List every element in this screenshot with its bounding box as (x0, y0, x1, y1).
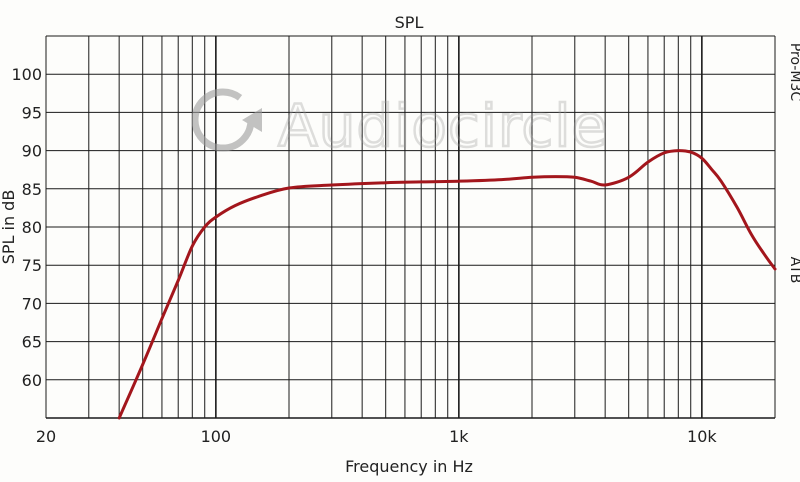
y-tick-label: 85 (22, 180, 42, 199)
y-tick-label: 100 (11, 65, 42, 84)
tick-labels: 60 65 70 75 80 85 90 95 100 20 100 1k 10k (11, 65, 717, 446)
y-tick-label: 60 (22, 371, 42, 390)
y-tick-label: 80 (22, 218, 42, 237)
x-tick-label: 100 (201, 427, 232, 446)
y-tick-label: 95 (22, 103, 42, 122)
y-tick-label: 75 (22, 256, 42, 275)
spl-curve (117, 149, 777, 420)
chart-title: SPL (395, 13, 424, 32)
y-tick-label: 65 (22, 333, 42, 352)
x-tick-label: 1k (449, 427, 469, 446)
x-axis-title: Frequency in Hz (345, 457, 473, 476)
model-label: Pro-M3C (787, 43, 800, 102)
y-tick-label: 90 (22, 142, 42, 161)
y-axis-title: SPL in dB (0, 190, 18, 265)
watermark-text: Audiocircle (278, 92, 608, 160)
watermark-play-icon (242, 108, 262, 132)
grid (45, 35, 776, 419)
brand-label: ATB (787, 257, 800, 284)
x-tick-label: 20 (36, 427, 56, 446)
x-tick-label: 10k (687, 427, 717, 446)
watermark-logo: Audiocircle (191, 88, 608, 161)
y-tick-label: 70 (22, 294, 42, 313)
